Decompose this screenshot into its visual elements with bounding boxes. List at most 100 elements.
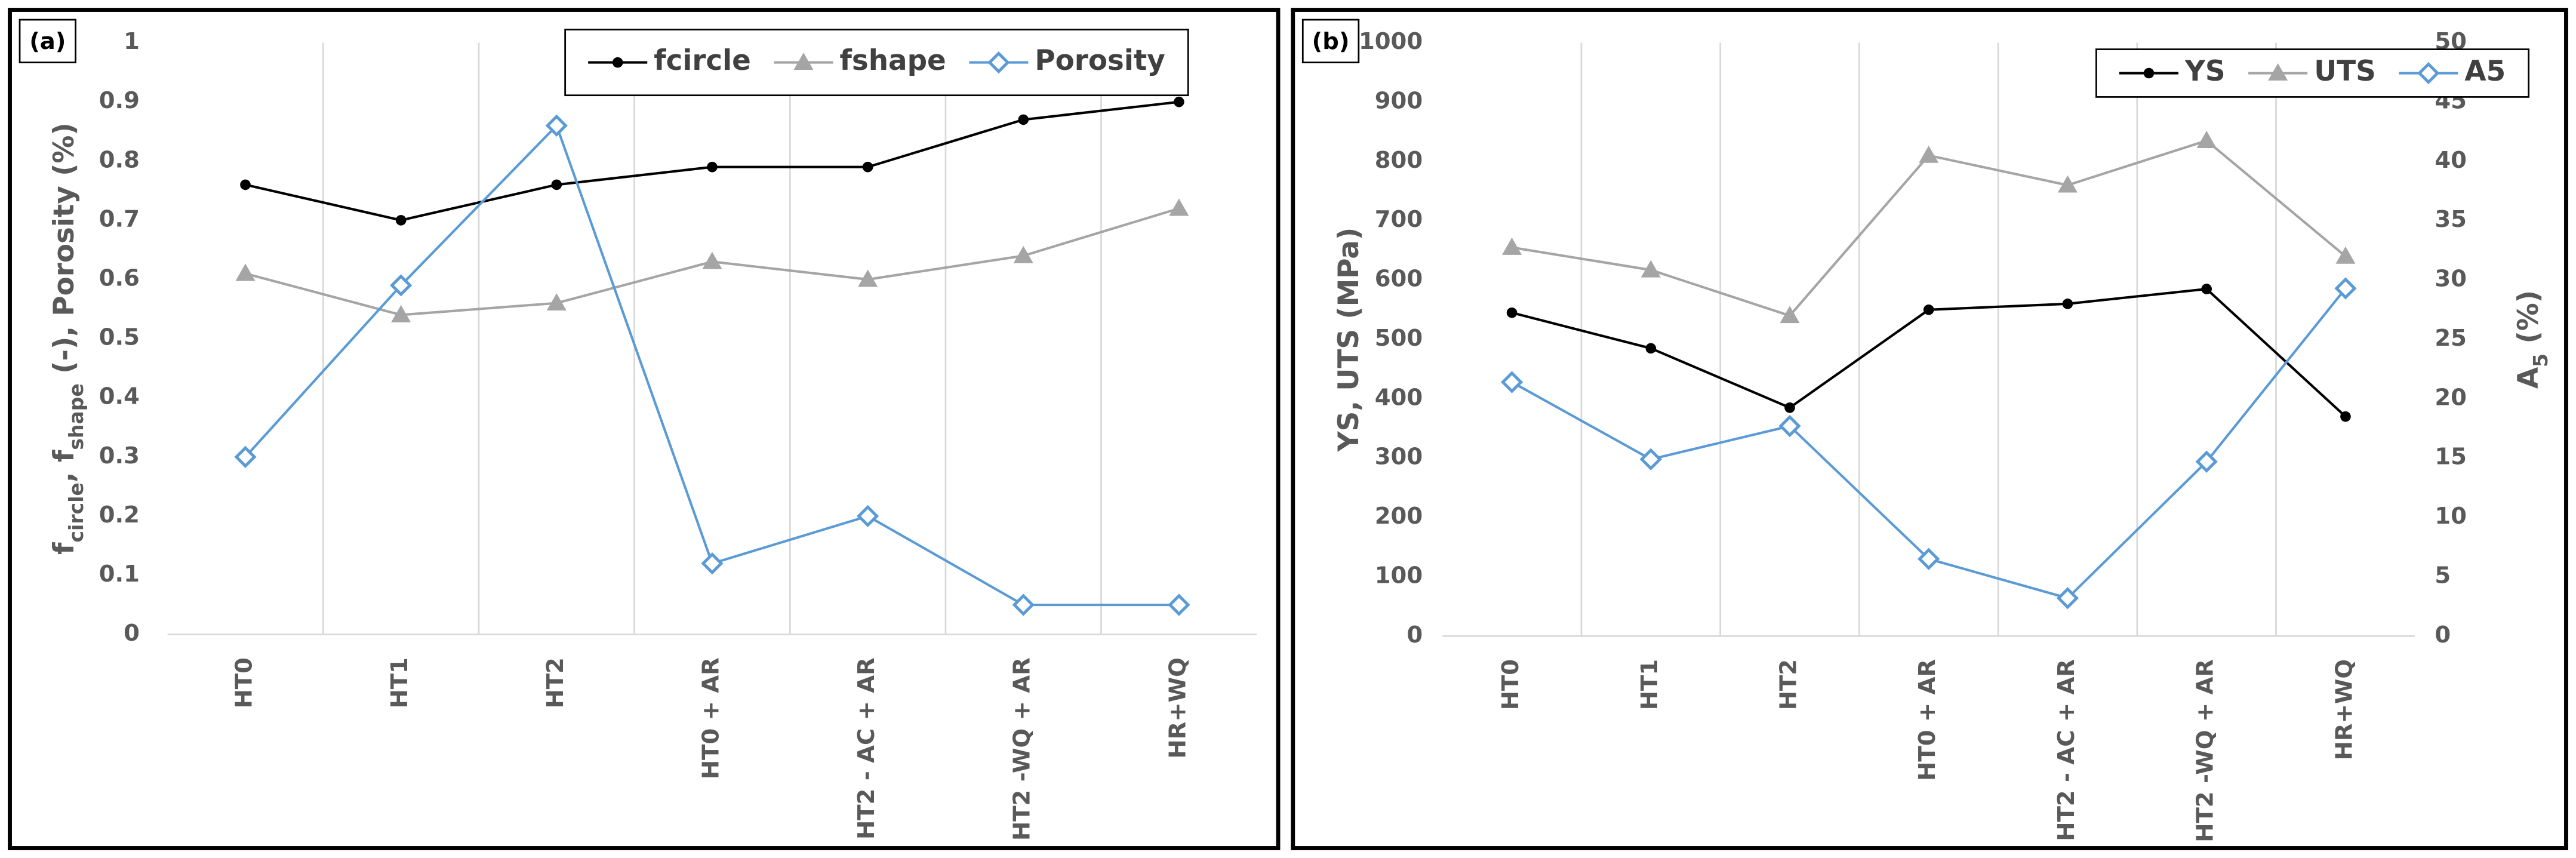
y-tick-label: 0.7 xyxy=(99,205,140,232)
marker xyxy=(612,57,623,68)
x-tick-label: HT0 + AR xyxy=(1914,659,1941,781)
marker xyxy=(545,114,568,137)
marker xyxy=(2196,131,2217,148)
axis-label-part: f xyxy=(48,542,81,555)
axis-label-part: A xyxy=(2512,367,2544,389)
marker xyxy=(1169,198,1189,216)
marker xyxy=(551,179,562,190)
legend-label: fcircle xyxy=(654,45,751,77)
axis-label-part: circle xyxy=(64,482,88,542)
marker xyxy=(1018,114,1029,125)
marker xyxy=(1174,96,1184,107)
axis-label-part: 5 xyxy=(2529,353,2552,367)
marker xyxy=(1639,448,1662,470)
y-tick-label: 900 xyxy=(1375,87,1423,114)
marker xyxy=(2062,299,2073,309)
marker xyxy=(2334,277,2357,300)
marker xyxy=(1500,371,1524,393)
marker xyxy=(1012,593,1035,616)
marker xyxy=(987,51,1010,74)
y-tick-label: 0.4 xyxy=(99,383,140,410)
y-tick-label: 0.1 xyxy=(99,561,140,588)
axis-label: A5 (%) xyxy=(2512,290,2552,389)
marker xyxy=(395,215,407,226)
y-tick-label: 0.2 xyxy=(99,502,140,528)
marker xyxy=(1013,245,1033,263)
series-line xyxy=(245,100,1180,222)
y-tick-label: 1000 xyxy=(1359,28,1423,55)
axis-label-part: , f xyxy=(48,450,81,482)
x-tick-label: HT2 -WQ + AR xyxy=(1009,657,1036,841)
marker xyxy=(1919,145,1939,163)
marker xyxy=(2057,175,2078,193)
panel-label: (a) xyxy=(29,28,66,55)
marker xyxy=(234,445,257,468)
marker xyxy=(1918,548,1940,570)
y-tick-label: 0.3 xyxy=(99,442,140,469)
marker xyxy=(2340,411,2351,422)
y2-tick-label: 0 xyxy=(2435,622,2451,648)
y-tick-label: 700 xyxy=(1375,206,1423,233)
y-tick-label: 400 xyxy=(1375,384,1423,411)
marker xyxy=(2195,450,2218,473)
x-tick-label: HT1 xyxy=(386,657,413,708)
x-tick-label: HT2 xyxy=(1775,659,1802,710)
marker xyxy=(2417,61,2440,85)
marker xyxy=(2056,587,2079,610)
marker xyxy=(390,274,413,297)
x-tick-label: HR+WQ xyxy=(1164,657,1191,758)
marker xyxy=(793,53,814,70)
y2-tick-label: 10 xyxy=(2435,503,2467,530)
panel-label-box xyxy=(19,19,76,63)
legend-label: YS xyxy=(2184,56,2226,88)
y-tick-label: 600 xyxy=(1375,266,1423,293)
marker xyxy=(2335,246,2356,264)
marker xyxy=(1506,307,1518,318)
y2-tick-label: 35 xyxy=(2435,206,2467,233)
legend-label: UTS xyxy=(2314,56,2376,88)
marker xyxy=(707,161,718,173)
x-tick-label: HT0 xyxy=(1497,659,1524,710)
x-tick-label: HT2 - AC + AR xyxy=(2053,659,2080,841)
y-tick-label: 0 xyxy=(1407,622,1423,648)
legend-box xyxy=(564,29,1189,97)
y-tick-label: 1 xyxy=(124,28,140,55)
marker xyxy=(240,179,251,190)
marker xyxy=(1784,402,1795,413)
y2-tick-label: 25 xyxy=(2435,325,2467,352)
axis-label: YS, UTS (MPa) xyxy=(1333,227,1365,452)
panel-label-box xyxy=(1301,19,1360,63)
axis-label: fcircle, fshape (-), Porosity (%) xyxy=(48,122,88,555)
y-tick-label: 0.5 xyxy=(99,324,140,351)
y2-tick-label: 30 xyxy=(2435,266,2467,293)
legend-label: fshape xyxy=(840,45,946,77)
marker xyxy=(702,251,722,269)
y-tick-label: 300 xyxy=(1375,444,1423,470)
marker xyxy=(1168,593,1190,616)
marker xyxy=(391,305,411,322)
marker xyxy=(701,552,724,575)
y2-tick-label: 5 xyxy=(2435,562,2451,589)
y-tick-label: 200 xyxy=(1375,503,1423,530)
x-tick-label: HT0 + AR xyxy=(697,657,724,779)
y-tick-label: 800 xyxy=(1375,147,1423,174)
marker xyxy=(1502,237,1522,255)
y-tick-label: 0.6 xyxy=(99,265,140,291)
y-tick-label: 0.8 xyxy=(99,146,140,173)
y-tick-label: 0.9 xyxy=(99,87,140,114)
axis-label-part: YS, UTS (MPa) xyxy=(1333,227,1365,452)
marker xyxy=(1778,414,1801,438)
x-tick-label: HR+WQ xyxy=(2331,659,2358,760)
marker xyxy=(235,263,256,281)
x-tick-label: HT0 xyxy=(231,657,258,708)
y2-tick-label: 15 xyxy=(2435,444,2467,470)
marker xyxy=(2201,284,2212,294)
y2-tick-label: 40 xyxy=(2435,147,2467,174)
legend-label: A5 xyxy=(2464,56,2506,88)
axis-label-part: shape xyxy=(64,383,88,450)
marker xyxy=(862,161,873,173)
y-tick-label: 100 xyxy=(1375,562,1423,589)
marker xyxy=(1780,306,1800,324)
